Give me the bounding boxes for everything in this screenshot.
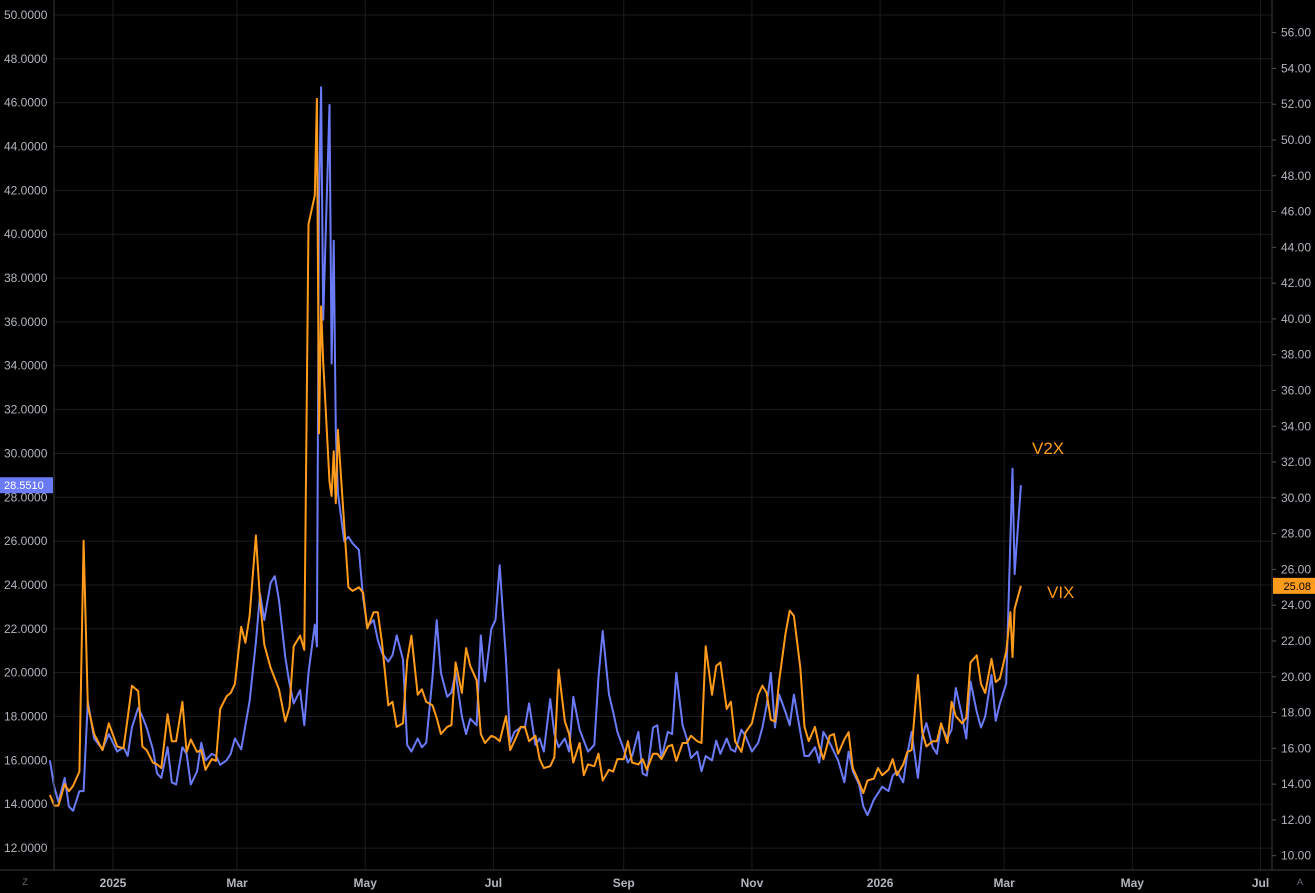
corner-left-button[interactable]: Z	[22, 877, 28, 887]
left-tick-label: 36.0000	[4, 315, 48, 329]
time-tick-label: Nov	[741, 876, 764, 890]
right-tick-label: 38.00	[1281, 348, 1311, 362]
time-tick-label: Mar	[993, 876, 1015, 890]
series-lines	[48, 86, 1022, 817]
right-tick-label: 54.00	[1281, 61, 1311, 75]
right-tick-label: 26.00	[1281, 562, 1311, 576]
series-label-vix: VIX	[1047, 583, 1074, 602]
right-tick-label: 46.00	[1281, 205, 1311, 219]
left-tick-label: 12.0000	[4, 841, 48, 855]
v2x-last-value: 28.5510	[4, 480, 44, 492]
right-tick-label: 10.00	[1281, 849, 1311, 863]
right-tick-label: 36.00	[1281, 383, 1311, 397]
left-tick-label: 48.0000	[4, 52, 48, 66]
vix-last-value-tag	[1273, 577, 1315, 594]
left-tick-label: 34.0000	[4, 359, 48, 373]
series-line-vix	[48, 97, 1022, 807]
right-tick-label: 14.00	[1281, 777, 1311, 791]
right-tick-label: 22.00	[1281, 634, 1311, 648]
right-tick-label: 30.00	[1281, 491, 1311, 505]
left-tick-label: 46.0000	[4, 96, 48, 110]
right-tick-label: 12.00	[1281, 813, 1311, 827]
right-tick-label: 32.00	[1281, 455, 1311, 469]
right-tick-label: 40.00	[1281, 312, 1311, 326]
last-value-tags: 28.5510 25.08	[0, 477, 1315, 594]
right-tick-label: 42.00	[1281, 276, 1311, 290]
right-tick-label: 20.00	[1281, 670, 1311, 684]
time-axis[interactable]: 2025 Mar May Jul Sep Nov 2026 Mar May Jul	[0, 869, 1315, 890]
time-tick-label: 2025	[100, 876, 127, 890]
corner-right-button[interactable]: A	[1297, 877, 1303, 887]
time-tick-label: May	[1121, 876, 1145, 890]
left-tick-label: 18.0000	[4, 710, 48, 724]
right-tick-label: 16.00	[1281, 741, 1311, 755]
right-tick-label: 34.00	[1281, 419, 1311, 433]
left-tick-label: 42.0000	[4, 183, 48, 197]
series-line-v2x	[48, 86, 1022, 817]
right-tick-label: 28.00	[1281, 527, 1311, 541]
left-tick-label: 24.0000	[4, 578, 48, 592]
left-tick-label: 22.0000	[4, 622, 48, 636]
left-tick-label: 50.0000	[4, 8, 48, 22]
left-tick-label: 30.0000	[4, 446, 48, 460]
time-tick-label: 2026	[867, 876, 894, 890]
vix-last-value: 25.08	[1283, 581, 1311, 593]
left-tick-label: 28.0000	[4, 490, 48, 504]
right-tick-label: 52.00	[1281, 97, 1311, 111]
right-tick-label: 24.00	[1281, 598, 1311, 612]
time-tick-label: Sep	[613, 876, 635, 890]
v2x-last-value-tag	[0, 477, 53, 494]
right-tick-label: 56.00	[1281, 26, 1311, 40]
left-tick-label: 26.0000	[4, 534, 48, 548]
right-tick-label: 50.00	[1281, 133, 1311, 147]
time-tick-label: Jul	[485, 876, 502, 890]
series-annotations: V2X VIX	[1032, 439, 1074, 602]
right-price-axis[interactable]: 10.00 12.00 14.00 16.00 18.00 20.00 22.00 24.00…	[1271, 0, 1311, 870]
left-tick-label: 16.0000	[4, 753, 48, 767]
vertical-gridlines	[112, 0, 1262, 870]
right-tick-label: 18.00	[1281, 706, 1311, 720]
left-tick-label: 38.0000	[4, 271, 48, 285]
left-tick-label: 20.0000	[4, 666, 48, 680]
left-price-axis[interactable]: 12.0000 14.0000 16.0000 18.0000 20.0000 22.00…	[4, 0, 55, 870]
left-tick-label: 44.0000	[4, 140, 48, 154]
time-tick-label: Jul	[1252, 876, 1269, 890]
time-tick-label: May	[354, 876, 378, 890]
time-tick-label: Mar	[226, 876, 248, 890]
left-tick-label: 14.0000	[4, 797, 48, 811]
right-tick-label: 44.00	[1281, 240, 1311, 254]
left-tick-label: 32.0000	[4, 403, 48, 417]
left-tick-label: 40.0000	[4, 227, 48, 241]
series-label-v2x: V2X	[1032, 439, 1064, 458]
right-tick-label: 48.00	[1281, 169, 1311, 183]
